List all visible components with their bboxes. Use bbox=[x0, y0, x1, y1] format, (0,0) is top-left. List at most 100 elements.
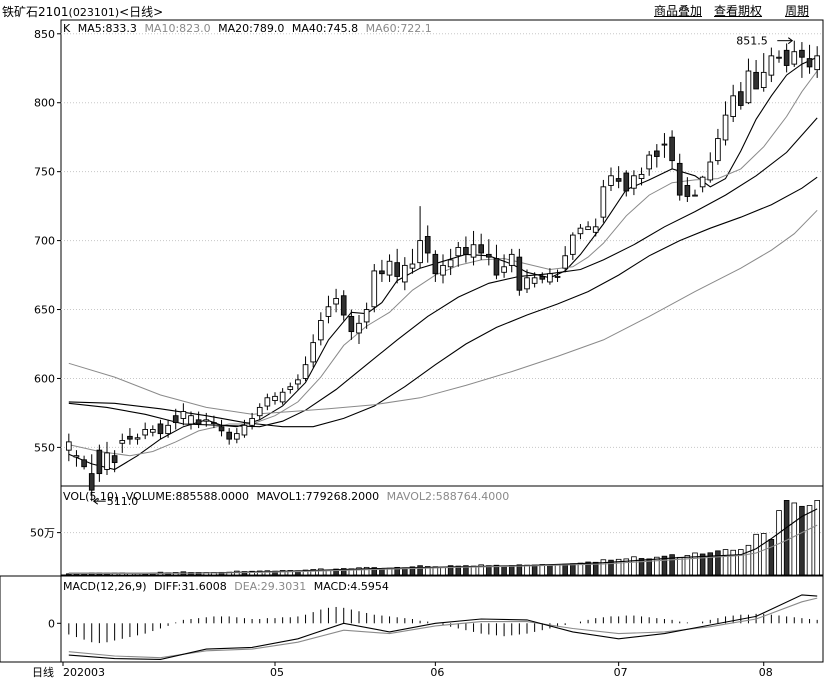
volume-bar bbox=[249, 570, 255, 576]
overlay-commodity-button[interactable]: 商品叠加 bbox=[654, 4, 703, 18]
candle-up bbox=[715, 138, 721, 162]
volume-bar bbox=[340, 568, 347, 576]
candle-down bbox=[195, 419, 202, 425]
volume-bar bbox=[600, 559, 607, 576]
price-axis: 550 600 650 700 750 800 850 bbox=[34, 28, 61, 454]
candle-up bbox=[447, 259, 454, 268]
candle-up bbox=[692, 194, 698, 197]
volume-bar bbox=[615, 558, 622, 576]
candle-up bbox=[234, 433, 240, 440]
candle-up bbox=[272, 395, 278, 401]
volume-bar bbox=[356, 567, 362, 576]
candle-up bbox=[592, 226, 599, 233]
price-tick-label: 600 bbox=[34, 372, 55, 385]
volume-bar bbox=[669, 554, 675, 576]
candle-up bbox=[363, 309, 370, 323]
candle-up bbox=[554, 275, 561, 278]
period-label[interactable]: <日线> bbox=[119, 5, 164, 19]
candle-up bbox=[531, 277, 538, 284]
volume-ma-lines bbox=[68, 508, 818, 575]
legend-mavol1: MAVOL1:779268.2000 bbox=[256, 490, 380, 503]
candle-up bbox=[134, 437, 141, 440]
volume-bar bbox=[478, 564, 484, 576]
volume-bar bbox=[562, 563, 568, 576]
price-tick-label: 850 bbox=[34, 28, 55, 41]
candle-up bbox=[547, 273, 553, 283]
diff-line bbox=[68, 594, 818, 660]
candle-up bbox=[203, 419, 210, 422]
volume-bar bbox=[302, 569, 309, 576]
price-tick-label: 700 bbox=[34, 235, 55, 248]
volume-bar bbox=[592, 561, 599, 576]
candle-up bbox=[745, 70, 752, 104]
candle-up bbox=[646, 154, 652, 170]
candle-up bbox=[562, 255, 568, 269]
volume-bar bbox=[814, 500, 820, 576]
candle-up bbox=[570, 234, 576, 255]
volume-bar bbox=[730, 549, 736, 576]
chart-grid bbox=[61, 33, 823, 534]
period-button[interactable]: 周期 bbox=[785, 4, 810, 18]
candle-down bbox=[799, 49, 805, 58]
candle-down bbox=[654, 150, 660, 157]
candle-up bbox=[707, 161, 714, 181]
candle-down bbox=[379, 270, 385, 275]
candle-up bbox=[66, 441, 72, 451]
legend-ma5: MA5:833.3 bbox=[77, 22, 137, 35]
period-axis-label: 日线 bbox=[32, 665, 54, 679]
volume-bar bbox=[264, 570, 271, 576]
candle-down bbox=[806, 58, 813, 68]
candle-down bbox=[81, 459, 87, 468]
volume-bar bbox=[394, 566, 400, 576]
time-tick-label: 05 bbox=[270, 666, 284, 679]
legend-vol: VOL(5,10) bbox=[63, 490, 119, 503]
candle-up bbox=[279, 391, 286, 403]
candle-up bbox=[508, 253, 515, 266]
macd-histogram[interactable] bbox=[68, 606, 818, 644]
volume-bar bbox=[363, 566, 370, 576]
volume-bar bbox=[707, 552, 714, 576]
volume-bar bbox=[371, 567, 378, 576]
volume-bars[interactable] bbox=[66, 500, 820, 576]
candle-down bbox=[753, 71, 759, 90]
volume-bar bbox=[508, 565, 515, 576]
candle-up bbox=[73, 455, 80, 458]
candle-up bbox=[104, 452, 110, 470]
time-tick-label: 07 bbox=[614, 666, 628, 679]
candle-up bbox=[264, 397, 271, 407]
volume-bar bbox=[753, 533, 759, 576]
legend-ma60: MA60:722.1 bbox=[365, 22, 432, 35]
candle-up bbox=[760, 71, 767, 89]
candle-up bbox=[119, 440, 126, 444]
volume-bar bbox=[585, 561, 591, 576]
volume-bar bbox=[623, 558, 630, 576]
candle-down bbox=[738, 91, 744, 106]
candle-down bbox=[394, 262, 400, 277]
price-legend: K MA5:833.3 MA10:823.0 MA20:789.0 MA40:7… bbox=[63, 22, 436, 35]
volume-bar bbox=[799, 505, 805, 576]
low-price-label: 511.0 bbox=[107, 495, 138, 508]
candle-up bbox=[699, 176, 706, 188]
candle-up bbox=[768, 55, 775, 76]
candle-up bbox=[356, 322, 362, 334]
view-options-button[interactable]: 查看期权 bbox=[714, 4, 763, 18]
price-legend-prefix: K bbox=[63, 22, 71, 35]
candle-up bbox=[249, 417, 255, 426]
candle-up bbox=[402, 264, 408, 283]
volume-bar bbox=[783, 500, 790, 576]
price-annotations: 851.5 511.0 bbox=[92, 35, 794, 508]
candlesticks[interactable] bbox=[66, 40, 820, 502]
volume-bar bbox=[684, 555, 691, 576]
price-tick-label: 650 bbox=[34, 304, 55, 317]
volume-bar bbox=[791, 502, 798, 576]
volume-bar bbox=[455, 565, 462, 576]
candle-up bbox=[409, 263, 416, 269]
candle-up bbox=[631, 175, 637, 189]
price-tick-label: 750 bbox=[34, 166, 55, 179]
candle-up bbox=[600, 186, 607, 218]
candle-down bbox=[623, 172, 630, 192]
volume-bar bbox=[287, 570, 294, 576]
legend-macd: MACD(12,26,9) bbox=[63, 580, 147, 593]
instrument-code: (023101) bbox=[68, 6, 120, 19]
